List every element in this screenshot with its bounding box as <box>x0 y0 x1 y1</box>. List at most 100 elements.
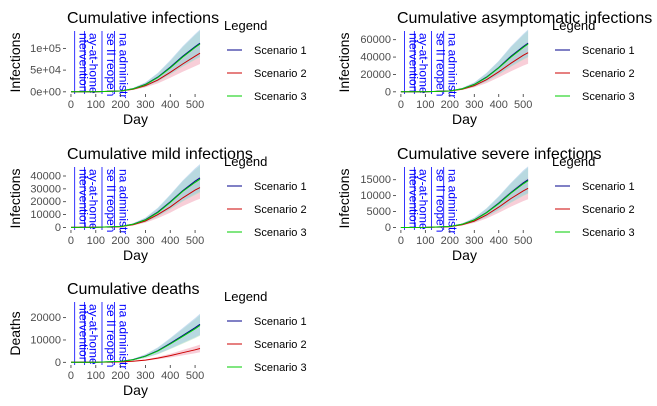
confidence-band <box>400 166 529 228</box>
intervention-label: na administr <box>116 33 130 98</box>
x-tick-label: 100 <box>87 235 105 247</box>
chart-panel-2: Cumulative asymptomatic infections nterve… <box>336 10 652 127</box>
legend-label: Scenario 1 <box>254 316 307 328</box>
y-tick-label: 5000 <box>367 206 391 218</box>
y-axis-title: Infections <box>336 169 352 229</box>
chart-title: Cumulative infections <box>67 10 219 27</box>
x-tick-label: 300 <box>136 99 154 111</box>
y-tick-label: 10000 <box>30 334 61 346</box>
y-axis-title: Deaths <box>7 311 23 355</box>
x-tick-label: 0 <box>398 99 404 111</box>
y-tick-label: 60000 <box>360 34 391 46</box>
legend: Legend Scenario 1 Scenario 2 Scenario 3 <box>224 18 307 103</box>
x-tick-label: 400 <box>490 235 508 247</box>
x-tick-label: 0 <box>68 99 74 111</box>
x-tick-label: 500 <box>186 235 204 247</box>
series-line-3 <box>400 180 529 228</box>
y-tick-label: 20000 <box>30 196 61 208</box>
x-tick-label: 400 <box>161 235 179 247</box>
chart-title: Cumulative mild infections <box>67 146 253 163</box>
x-tick-label: 100 <box>87 99 105 111</box>
y-tick-label: 15000 <box>360 174 391 186</box>
x-tick-label: 200 <box>441 99 459 111</box>
chart-panel-4: Cumulative severe infections nterventiona… <box>336 146 635 263</box>
x-tick-label: 200 <box>441 235 459 247</box>
chart-title: Cumulative asymptomatic infections <box>397 10 652 27</box>
intervention-label: se II reopen <box>104 33 118 96</box>
intervention-label: se II reopen <box>434 33 448 96</box>
intervention-label: ay-at-home <box>416 169 430 230</box>
intervention-label: ntervention <box>77 169 91 228</box>
x-tick-label: 200 <box>111 99 129 111</box>
intervention-label: na administr <box>116 169 130 234</box>
x-tick-label: 300 <box>465 235 483 247</box>
intervention-label: ay-at-home <box>416 33 430 94</box>
x-tick-label: 500 <box>186 370 204 382</box>
confidence-band <box>71 164 200 228</box>
x-axis-title: Day <box>123 247 148 263</box>
y-tick-label: 10000 <box>30 209 61 221</box>
x-axis-title: Day <box>452 247 477 263</box>
intervention-label: ay-at-home <box>87 304 101 365</box>
x-tick-label: 500 <box>514 99 532 111</box>
chart-title: Cumulative deaths <box>67 281 200 298</box>
legend-title: Legend <box>224 289 267 304</box>
intervention-label: ay-at-home <box>87 33 101 94</box>
y-tick-label: 40000 <box>360 52 391 64</box>
confidence-band <box>71 29 200 92</box>
x-tick-label: 300 <box>136 370 154 382</box>
legend-label: Scenario 1 <box>254 181 307 193</box>
x-tick-label: 400 <box>490 99 508 111</box>
chart-panel-3: Cumulative mild infections nterventionay-… <box>7 146 307 263</box>
y-tick-label: 40000 <box>30 171 61 183</box>
x-axis-title: Day <box>452 111 477 127</box>
legend-label: Scenario 3 <box>582 227 635 239</box>
intervention-label: ay-at-home <box>87 169 101 230</box>
intervention-label: ntervention <box>77 33 91 92</box>
y-tick-label: 0 <box>55 357 61 369</box>
legend-title: Legend <box>224 154 267 169</box>
series-line-3 <box>400 43 529 93</box>
x-tick-label: 400 <box>161 370 179 382</box>
x-tick-label: 0 <box>68 370 74 382</box>
y-tick-label: 10000 <box>360 190 391 202</box>
x-axis-title: Day <box>123 382 148 398</box>
intervention-label: ntervention <box>407 33 421 92</box>
intervention-label: se II reopen <box>434 169 448 232</box>
legend-label: Scenario 2 <box>254 204 307 216</box>
x-tick-label: 400 <box>161 99 179 111</box>
legend-label: Scenario 3 <box>254 91 307 103</box>
legend-label: Scenario 2 <box>582 68 635 80</box>
intervention-label: ntervention <box>407 169 421 228</box>
chart-panel-1: Cumulative infections nterventionay-at-ho… <box>7 10 307 127</box>
chart-title: Cumulative severe infections <box>397 146 602 163</box>
x-tick-label: 200 <box>111 235 129 247</box>
intervention-label: na administr <box>446 33 460 98</box>
confidence-band <box>71 313 200 363</box>
legend: Legend Scenario 1 Scenario 2 Scenario 3 <box>224 154 307 239</box>
legend-label: Scenario 3 <box>254 227 307 239</box>
series-line-3 <box>70 178 201 228</box>
y-tick-label: 0 <box>55 222 61 234</box>
legend-label: Scenario 1 <box>582 181 635 193</box>
x-tick-label: 500 <box>514 235 532 247</box>
legend-label: Scenario 2 <box>254 339 307 351</box>
y-tick-label: 0 <box>385 222 391 234</box>
legend-title: Legend <box>552 154 595 169</box>
x-tick-label: 0 <box>68 235 74 247</box>
x-tick-label: 300 <box>136 235 154 247</box>
legend-label: Scenario 3 <box>254 362 307 374</box>
x-tick-label: 0 <box>398 235 404 247</box>
y-axis-title: Infections <box>336 33 352 93</box>
legend-label: Scenario 2 <box>582 204 635 216</box>
y-tick-label: 0 <box>385 86 391 98</box>
legend-label: Scenario 2 <box>254 68 307 80</box>
y-axis-title: Infections <box>7 33 23 93</box>
intervention-label: se II reopen <box>104 169 118 232</box>
confidence-band <box>400 29 529 92</box>
y-tick-label: 0e+00 <box>30 86 61 98</box>
y-tick-label: 20000 <box>30 312 61 324</box>
series-line-3 <box>70 43 201 93</box>
legend-title: Legend <box>552 18 595 33</box>
